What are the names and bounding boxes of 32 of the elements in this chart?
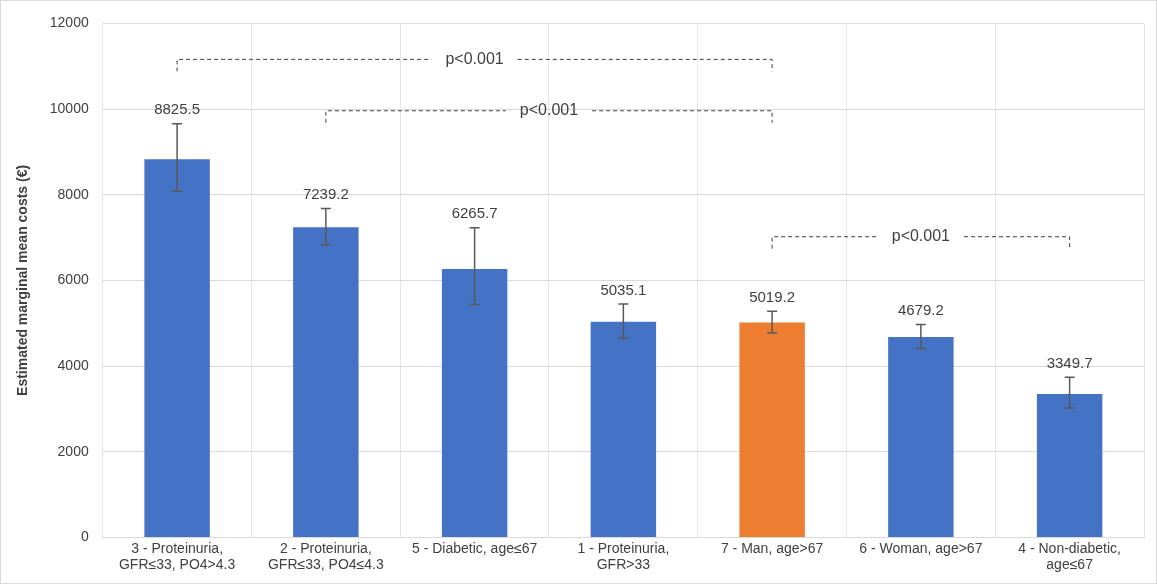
y-tick-label: 12000: [49, 14, 89, 31]
x-tick-label: 4 - Non-diabetic, age≤67: [1018, 539, 1121, 573]
x-tick-label: 6 - Woman, age>67: [859, 539, 983, 556]
y-tick-label: 8000: [57, 185, 89, 202]
bar: [1036, 393, 1103, 537]
x-tick-label: 5 - Diabetic, age≤67: [412, 539, 538, 556]
bar: [590, 321, 657, 537]
bar: [293, 227, 359, 537]
y-tick-label: 6000: [57, 271, 89, 288]
bar: [441, 269, 508, 537]
x-tick-label: 2 - Proteinuria, GFR≤33, PO4≤4.3: [267, 539, 384, 573]
x-tick-label: 7 - Man, age>67: [720, 539, 824, 556]
x-tick-label: 3 - Proteinuria, GFR≤33, PO4>4.3: [118, 539, 236, 573]
data-label: 6265.7: [451, 204, 498, 222]
data-label: 5019.2: [749, 287, 796, 305]
y-tick-label: 2000: [57, 442, 89, 459]
annotation: p<0.001: [519, 101, 579, 119]
data-label: 7239.2: [302, 185, 349, 203]
x-tick-label: 1 - Proteinuria, GFR>33: [577, 539, 670, 573]
bar: [888, 336, 954, 537]
data-label: 8825.5: [154, 100, 201, 118]
annotation: p<0.001: [891, 227, 951, 245]
data-label: 3349.7: [1046, 353, 1093, 371]
bar: [739, 322, 805, 537]
annotation: p<0.001: [445, 49, 504, 67]
data-label: 4679.2: [897, 301, 944, 319]
y-axis-title: Estimated marginal mean costs (€): [14, 164, 31, 396]
bar: [144, 159, 210, 537]
y-tick-label: 10000: [49, 99, 89, 116]
y-tick-label: 4000: [57, 356, 89, 373]
y-tick-label: 0: [80, 528, 89, 545]
data-label: 5035.1: [600, 280, 647, 298]
